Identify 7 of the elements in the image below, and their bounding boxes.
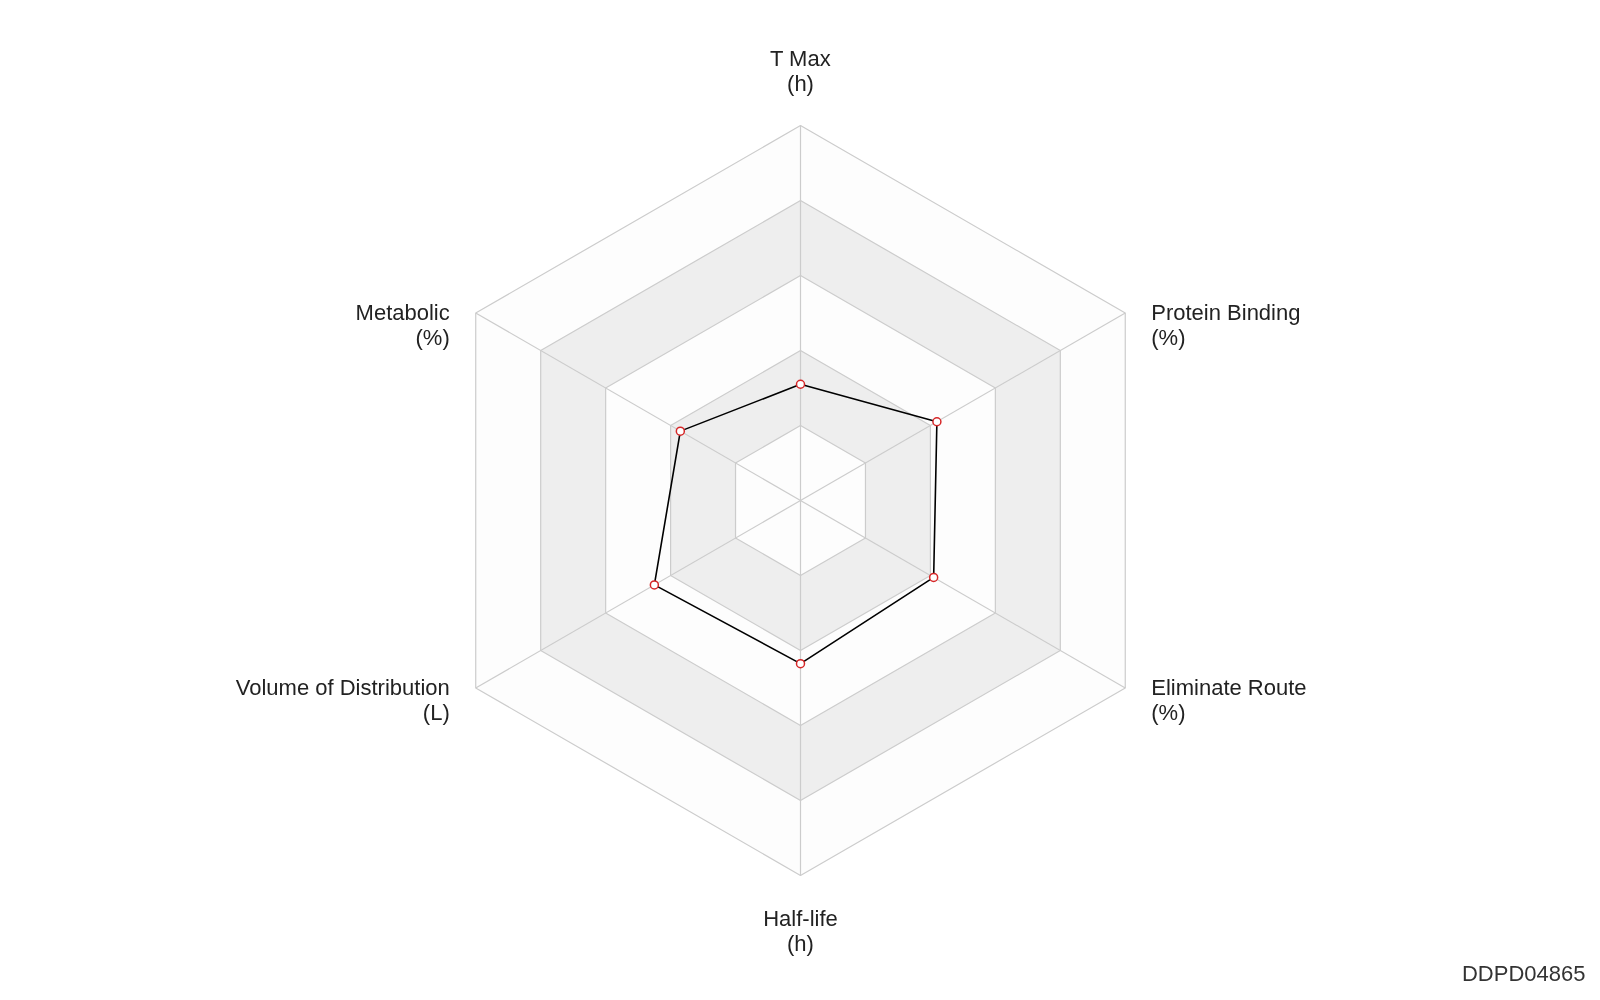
spoke-label: Protein Binding (%) [1151,300,1301,350]
text: DDPD04865 [1461,960,1586,986]
spoke-label: T Max (h) [769,45,831,96]
spoke-label: Volume of Distribution (L) [235,675,450,725]
spoke-label: Eliminate Route (%) [1151,675,1307,725]
spoke-label: Metabolic (%) [355,300,450,350]
spoke-label: Half-life (h) [763,905,838,956]
